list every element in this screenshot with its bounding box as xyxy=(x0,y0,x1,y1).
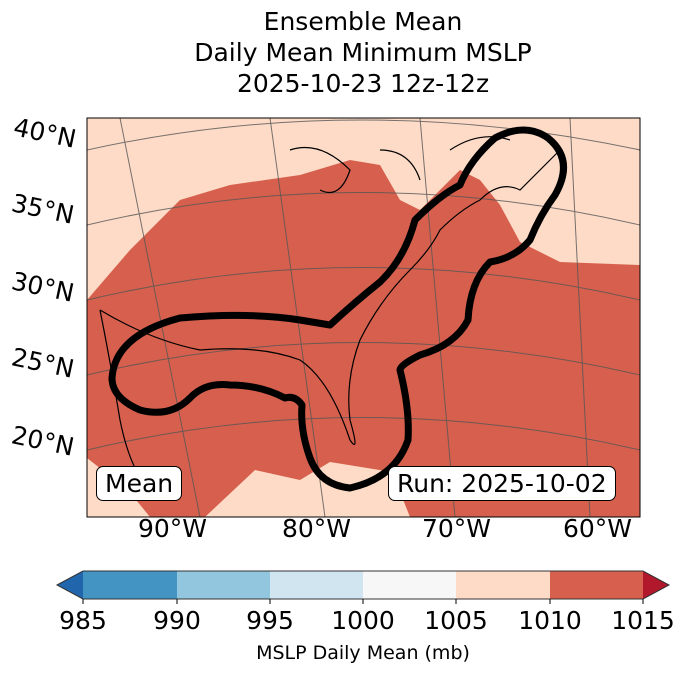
colorbar-tick: 1015 xyxy=(611,606,675,635)
lon-label-90w: 90°W xyxy=(138,514,208,543)
colorbar-tick: 1005 xyxy=(424,606,488,635)
low-pressure-region xyxy=(87,160,640,517)
lon-label-80w: 80°W xyxy=(282,514,352,543)
colorbar xyxy=(55,570,671,604)
mean-label-box: Mean xyxy=(96,466,183,501)
run-date-box: Run: 2025-10-02 xyxy=(388,466,616,501)
lon-label-70w: 70°W xyxy=(422,514,492,543)
colorbar-bin-1005-1010 xyxy=(456,571,550,599)
colorbar-extend-low xyxy=(57,571,83,599)
colorbar-tick: 990 xyxy=(153,606,201,635)
colorbar-tick: 985 xyxy=(59,606,107,635)
lon-label-60w: 60°W xyxy=(563,514,633,543)
colorbar-label: MSLP Daily Mean (mb) xyxy=(256,642,470,664)
map-frame xyxy=(86,117,641,518)
mslp-contour xyxy=(108,126,567,492)
colorbar-tick: 995 xyxy=(246,606,294,635)
colorbar-tick: 1010 xyxy=(518,606,582,635)
colorbar-tick: 1000 xyxy=(331,606,395,635)
colorbar-bin-990-995 xyxy=(177,571,270,599)
colorbar-bin-1010-1015 xyxy=(550,571,643,599)
colorbar-bin-1000-1005 xyxy=(363,571,456,599)
colorbar-extend-high xyxy=(643,571,669,599)
title-line-3: 2025-10-23 12z-12z xyxy=(236,69,490,98)
title-line-1: Ensemble Mean xyxy=(263,7,463,36)
chart-title: Ensemble Mean Daily Mean Minimum MSLP 20… xyxy=(0,6,688,99)
colorbar-bin-985-990 xyxy=(83,571,177,599)
title-line-2: Daily Mean Minimum MSLP xyxy=(194,38,532,67)
colorbar-bin-995-1000 xyxy=(270,571,363,599)
